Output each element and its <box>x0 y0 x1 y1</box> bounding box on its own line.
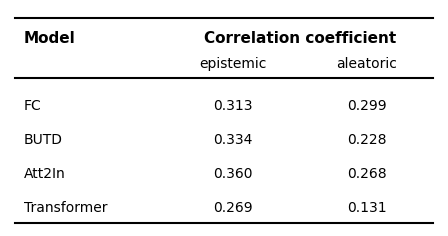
Text: Att2In: Att2In <box>24 167 65 181</box>
Text: Model: Model <box>24 31 75 46</box>
Text: BUTD: BUTD <box>24 133 63 147</box>
Text: 0.269: 0.269 <box>213 201 253 215</box>
Text: 0.360: 0.360 <box>213 167 253 181</box>
Text: 0.334: 0.334 <box>213 133 253 147</box>
Text: Correlation coefficient: Correlation coefficient <box>203 31 396 46</box>
Text: aleatoric: aleatoric <box>336 57 397 71</box>
Text: 0.268: 0.268 <box>347 167 386 181</box>
Text: 0.131: 0.131 <box>347 201 386 215</box>
Text: 0.313: 0.313 <box>213 99 253 113</box>
Text: FC: FC <box>24 99 41 113</box>
Text: 0.299: 0.299 <box>347 99 386 113</box>
Text: 0.228: 0.228 <box>347 133 386 147</box>
Text: epistemic: epistemic <box>199 57 267 71</box>
Text: Transformer: Transformer <box>24 201 107 215</box>
